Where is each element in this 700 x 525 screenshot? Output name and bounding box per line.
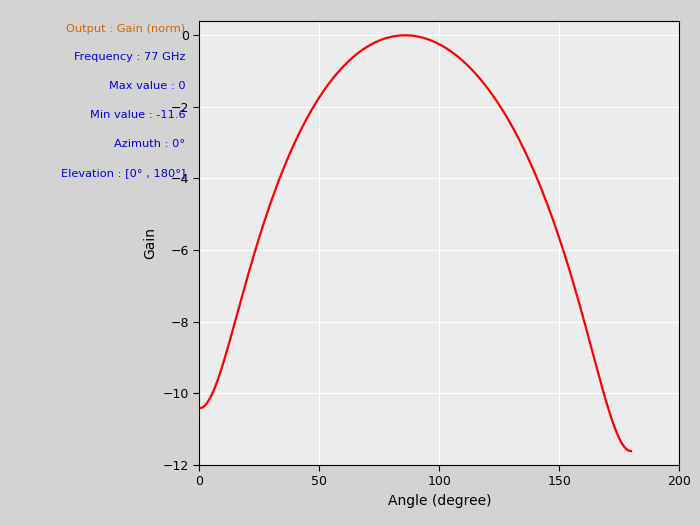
- Text: Max value : 0: Max value : 0: [109, 81, 186, 91]
- Y-axis label: Gain: Gain: [144, 227, 158, 259]
- Text: Output : Gain (norm): Output : Gain (norm): [66, 24, 186, 34]
- Text: Elevation : [0° , 180°]: Elevation : [0° , 180°]: [61, 168, 186, 178]
- Text: Azimuth : 0°: Azimuth : 0°: [114, 139, 186, 149]
- X-axis label: Angle (degree): Angle (degree): [388, 494, 491, 508]
- Text: Min value : -11.6: Min value : -11.6: [90, 110, 186, 120]
- Text: Frequency : 77 GHz: Frequency : 77 GHz: [74, 52, 186, 62]
